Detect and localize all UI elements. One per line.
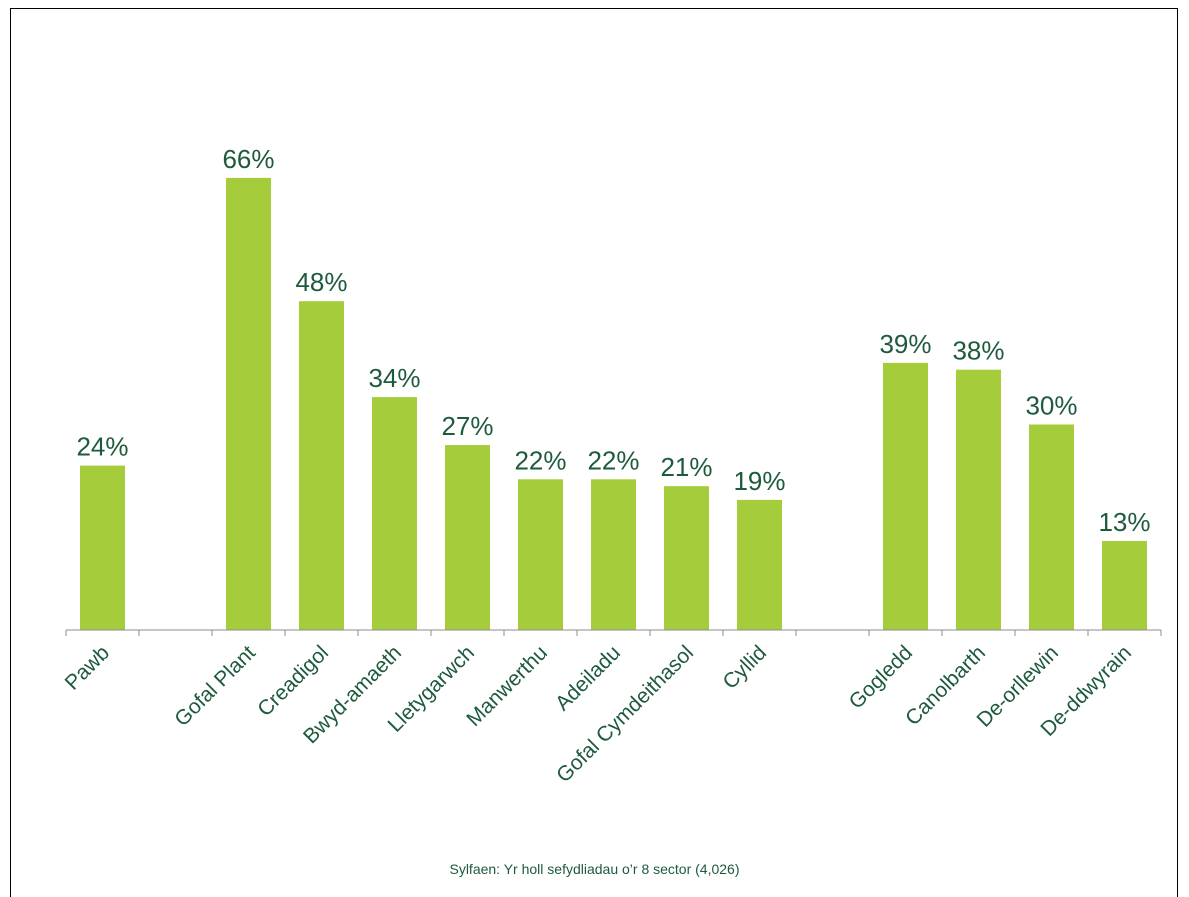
category-labels-group: Pawb Gofal PlantCreadigolBwyd-amaethLlety… [61,641,1136,787]
bar [80,465,125,630]
bar [372,397,417,630]
data-label: 13% [1098,507,1150,537]
data-label: 27% [441,411,493,441]
data-label: 66% [222,144,274,174]
bar [445,445,490,630]
value-labels-group: 24% 66% 48% 34% 27% 22% 22% 21% 19% 39% 38% 30% 13% [76,144,1150,537]
data-label: 19% [733,466,785,496]
category-label: Gofal Plant [170,641,260,731]
bars-group [80,177,1147,630]
bar [591,479,636,630]
category-label: Gogledd [845,641,917,713]
data-label: 22% [587,445,639,475]
data-label: 22% [514,445,566,475]
category-label: Cyllid [718,641,771,694]
category-label: Pawb [61,641,114,694]
bar [664,486,709,630]
bar [226,177,271,630]
data-label: 48% [295,267,347,297]
data-label: 30% [1025,391,1077,421]
data-label: 21% [660,452,712,482]
bar [1102,540,1147,630]
category-label: Adeiladu [551,641,625,715]
chart-frame [10,8,1178,897]
bar [883,362,928,630]
bar [956,369,1001,630]
data-label: 38% [952,336,1004,366]
category-label: Gofal Cymdeithasol [552,641,698,787]
bar [299,301,344,630]
base-footnote: Sylfaen: Yr holl sefydliadau o’r 8 secto… [449,861,740,877]
data-label: 24% [76,432,128,462]
data-label: 39% [879,329,931,359]
bar [518,479,563,630]
bar [1029,424,1074,630]
x-axis [65,629,1162,636]
bar [737,499,782,630]
data-label: 34% [368,363,420,393]
